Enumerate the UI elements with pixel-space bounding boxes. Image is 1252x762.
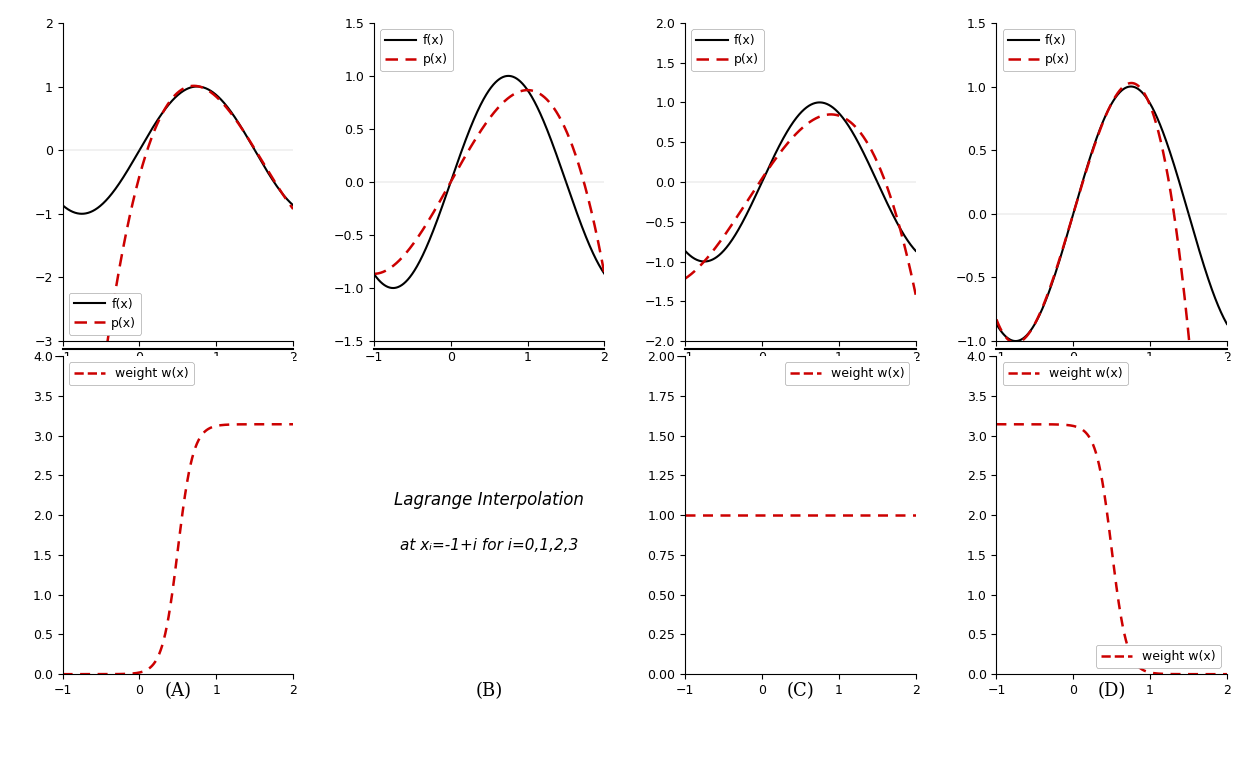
p(x) [908, 290, 923, 299]
p(x) [187, 82, 202, 91]
Legend: f(x), p(x): f(x), p(x) [691, 29, 764, 72]
Line: p(x): p(x) [685, 114, 915, 295]
Legend: weight w(x): weight w(x) [1096, 645, 1221, 668]
f(x) [771, 142, 786, 152]
f(x) [149, 117, 164, 126]
p(x) [1013, 338, 1028, 347]
f(x) [189, 82, 204, 91]
f(x) [214, 95, 229, 104]
Line: p(x): p(x) [63, 86, 293, 762]
f(x) [863, 161, 878, 170]
f(x) [1169, 168, 1184, 178]
Text: at xᵢ=-1+i for i=0,1,2,3: at xᵢ=-1+i for i=0,1,2,3 [399, 538, 578, 553]
Legend: weight w(x): weight w(x) [69, 362, 194, 386]
p(x) [148, 123, 163, 132]
Legend: f(x), p(x): f(x), p(x) [1003, 29, 1075, 72]
Legend: f(x), p(x): f(x), p(x) [381, 29, 453, 72]
p(x) [836, 113, 851, 122]
f(x) [74, 210, 89, 219]
f(x) [459, 131, 475, 140]
Text: Lagrange Interpolation: Lagrange Interpolation [394, 491, 585, 509]
f(x) [501, 72, 516, 81]
p(x) [1169, 226, 1184, 235]
p(x) [546, 104, 561, 113]
f(x) [468, 110, 483, 120]
p(x) [771, 150, 786, 159]
f(x) [677, 246, 692, 255]
Line: f(x): f(x) [374, 76, 605, 288]
f(x) [1173, 183, 1188, 192]
p(x) [779, 140, 794, 149]
f(x) [391, 283, 406, 292]
p(x) [285, 204, 300, 213]
Line: f(x): f(x) [685, 102, 915, 261]
f(x) [697, 257, 712, 266]
Text: (D): (D) [1098, 682, 1126, 700]
f(x) [239, 133, 254, 142]
f(x) [780, 127, 795, 136]
p(x) [989, 315, 1004, 324]
f(x) [1219, 319, 1234, 328]
p(x) [677, 274, 692, 283]
p(x) [1173, 258, 1188, 267]
f(x) [367, 269, 382, 278]
f(x) [836, 114, 851, 123]
p(x) [79, 508, 94, 517]
f(x) [813, 98, 828, 107]
f(x) [285, 200, 300, 210]
f(x) [79, 209, 94, 218]
p(x) [239, 132, 254, 141]
p(x) [858, 135, 873, 144]
p(x) [1124, 78, 1139, 88]
f(x) [1083, 153, 1098, 162]
f(x) [156, 106, 172, 115]
Text: (C): (C) [786, 682, 814, 700]
f(x) [386, 283, 401, 293]
Line: f(x): f(x) [63, 87, 293, 214]
f(x) [551, 155, 566, 165]
f(x) [1123, 82, 1138, 91]
p(x) [824, 110, 839, 119]
p(x) [459, 149, 475, 158]
f(x) [1008, 337, 1023, 346]
p(x) [235, 125, 250, 134]
Line: p(x): p(x) [374, 90, 605, 274]
f(x) [1148, 109, 1163, 118]
f(x) [525, 94, 540, 103]
p(x) [367, 269, 382, 278]
p(x) [389, 258, 404, 267]
f(x) [1013, 335, 1028, 344]
p(x) [525, 86, 540, 95]
p(x) [551, 110, 566, 119]
p(x) [214, 97, 229, 106]
p(x) [1090, 131, 1106, 140]
p(x) [468, 135, 483, 144]
Line: f(x): f(x) [997, 87, 1227, 341]
p(x) [1082, 155, 1097, 165]
f(x) [597, 269, 612, 278]
p(x) [861, 142, 876, 151]
f(x) [235, 125, 250, 134]
p(x) [1147, 115, 1162, 124]
Legend: f(x), p(x): f(x), p(x) [69, 293, 141, 335]
Legend: weight w(x): weight w(x) [785, 362, 909, 386]
Text: (A): (A) [164, 682, 192, 700]
Line: p(x): p(x) [997, 83, 1227, 762]
f(x) [1090, 130, 1106, 139]
p(x) [156, 106, 172, 115]
f(x) [908, 246, 923, 255]
f(x) [547, 143, 562, 152]
Text: (B): (B) [476, 682, 503, 700]
f(x) [858, 152, 873, 162]
p(x) [597, 269, 612, 278]
p(x) [520, 85, 535, 94]
f(x) [55, 200, 70, 210]
f(x) [989, 319, 1004, 328]
p(x) [701, 251, 716, 261]
f(x) [701, 256, 716, 265]
